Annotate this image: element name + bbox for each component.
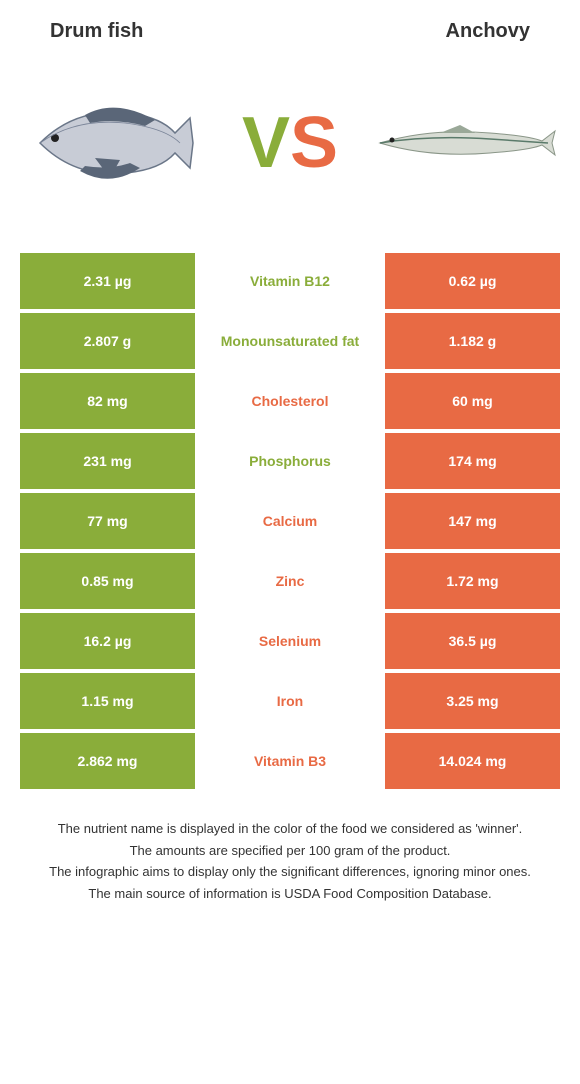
- nutrient-label: Calcium: [199, 493, 381, 549]
- left-food-title: Drum fish: [50, 20, 143, 43]
- nutrient-label: Vitamin B3: [199, 733, 381, 789]
- right-food-title: Anchovy: [446, 20, 530, 43]
- nutrient-label: Selenium: [199, 613, 381, 669]
- table-row: 82 mgCholesterol60 mg: [20, 373, 560, 429]
- vs-v: V: [242, 103, 290, 183]
- right-value: 60 mg: [385, 373, 560, 429]
- left-value: 2.807 g: [20, 313, 195, 369]
- left-value: 0.85 mg: [20, 553, 195, 609]
- footer-notes: The nutrient name is displayed in the co…: [20, 819, 560, 903]
- table-row: 77 mgCalcium147 mg: [20, 493, 560, 549]
- table-row: 2.807 gMonounsaturated fat1.182 g: [20, 313, 560, 369]
- table-row: 231 mgPhosphorus174 mg: [20, 433, 560, 489]
- anchovy-icon: [370, 113, 560, 173]
- vs-label: VS: [242, 107, 338, 179]
- header: Drum fish Anchovy: [0, 0, 580, 53]
- footer-line-2: The amounts are specified per 100 gram o…: [20, 841, 560, 861]
- right-value: 1.182 g: [385, 313, 560, 369]
- left-value: 1.15 mg: [20, 673, 195, 729]
- nutrient-label: Phosphorus: [199, 433, 381, 489]
- left-value: 77 mg: [20, 493, 195, 549]
- right-value: 36.5 µg: [385, 613, 560, 669]
- left-value: 16.2 µg: [20, 613, 195, 669]
- vs-row: VS: [0, 53, 580, 253]
- nutrient-label: Monounsaturated fat: [199, 313, 381, 369]
- right-value: 147 mg: [385, 493, 560, 549]
- right-value: 3.25 mg: [385, 673, 560, 729]
- footer-line-3: The infographic aims to display only the…: [20, 862, 560, 882]
- table-row: 0.85 mgZinc1.72 mg: [20, 553, 560, 609]
- nutrient-label: Cholesterol: [199, 373, 381, 429]
- nutrient-label: Vitamin B12: [199, 253, 381, 309]
- left-value: 2.31 µg: [20, 253, 195, 309]
- comparison-table: 2.31 µgVitamin B120.62 µg2.807 gMonounsa…: [20, 253, 560, 789]
- table-row: 2.862 mgVitamin B314.024 mg: [20, 733, 560, 789]
- vs-s: S: [290, 103, 338, 183]
- footer-line-1: The nutrient name is displayed in the co…: [20, 819, 560, 839]
- table-row: 2.31 µgVitamin B120.62 µg: [20, 253, 560, 309]
- left-value: 231 mg: [20, 433, 195, 489]
- table-row: 16.2 µgSelenium36.5 µg: [20, 613, 560, 669]
- nutrient-label: Zinc: [199, 553, 381, 609]
- left-value: 2.862 mg: [20, 733, 195, 789]
- footer-line-4: The main source of information is USDA F…: [20, 884, 560, 904]
- table-row: 1.15 mgIron3.25 mg: [20, 673, 560, 729]
- right-value: 0.62 µg: [385, 253, 560, 309]
- right-value: 14.024 mg: [385, 733, 560, 789]
- right-value: 1.72 mg: [385, 553, 560, 609]
- left-value: 82 mg: [20, 373, 195, 429]
- nutrient-label: Iron: [199, 673, 381, 729]
- drum-fish-icon: [20, 88, 210, 198]
- right-value: 174 mg: [385, 433, 560, 489]
